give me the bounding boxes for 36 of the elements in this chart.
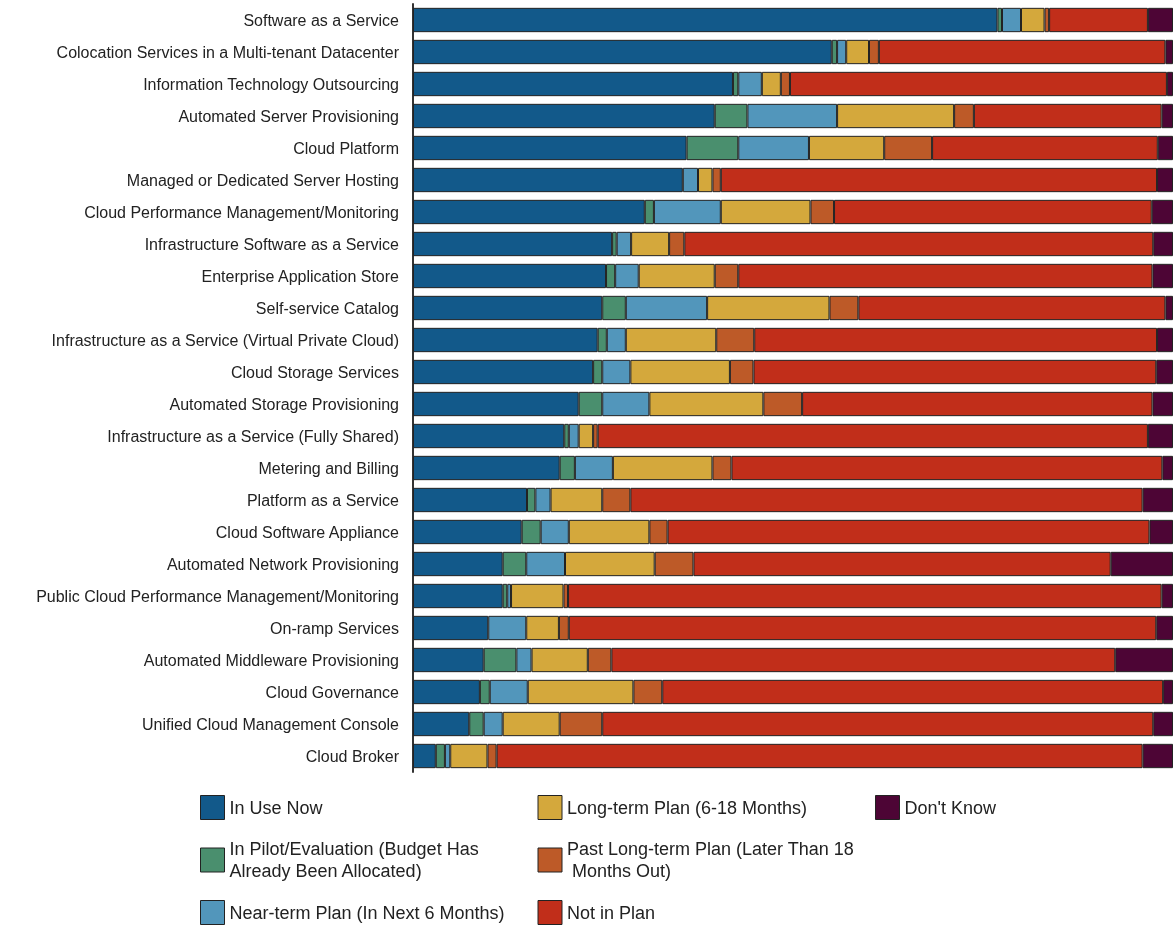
bar [413,231,613,257]
y-tick-label: Public Cloud Performance Management/Monitoring [36,587,399,605]
y-tick-label: Automated Server Provisioning [178,107,399,125]
legend-label: Near-term Plan (In Next 6 Months) [229,902,505,923]
y-tick-label: Automated Middleware Provisioning [143,651,399,669]
y-tick-label: Cloud Storage Services [230,363,399,381]
y-tick-label: Self-service Catalog [255,299,399,317]
y-tick-label: Automated Storage Provisioning [169,395,399,413]
y-tick-label: On-ramp Services [270,619,399,637]
y-tick-label: Information Technology Outsourcing [143,75,399,93]
y-tick-label: Colocation Services in a Multi-tenant Datacenter [56,43,400,61]
legend-label: Not in Plan [567,902,656,923]
bar [413,423,565,449]
y-tick-label: Managed or Dedicated Server Hosting [126,171,399,189]
y-tick-label: Platform as a Service [246,491,400,509]
bar [413,583,503,609]
legend-label: Long-term Plan (6-18 Months) [567,797,808,818]
y-tick-label: Infrastructure Software as a Service [144,235,400,253]
y-tick-label: Enterprise Application Store [201,267,400,285]
y-tick-label: Cloud Broker [305,747,400,765]
legend-label: In Use Now [229,797,324,818]
y-tick-label: Cloud Software Appliance [215,523,400,541]
y-tick-label: Unified Cloud Management Console [141,715,400,733]
y-tick-label: Infrastructure as a Service (Fully Shared) [107,427,399,445]
legend-label: In Pilot/Evaluation (Budget Has Already Been Allocated) [229,839,484,881]
bar [511,583,564,609]
y-tick-label: Metering and Billing [258,459,399,477]
y-tick-label: Software as a Service [243,11,400,29]
y-tick-label: Cloud Performance Management/Monitoring [84,203,399,221]
y-tick-label: Infrastructure as a Service (Virtual Private Cloud) [51,331,399,349]
legend-label: Don't Know [904,797,997,818]
y-tick-label: Cloud Platform [293,139,399,157]
y-tick-label: Automated Network Provisioning [166,555,399,573]
legend-label: Past Long-term Plan (Later Than 18 Months Out) [567,839,854,881]
bar [413,7,998,33]
y-tick-label: Cloud Governance [265,683,400,701]
